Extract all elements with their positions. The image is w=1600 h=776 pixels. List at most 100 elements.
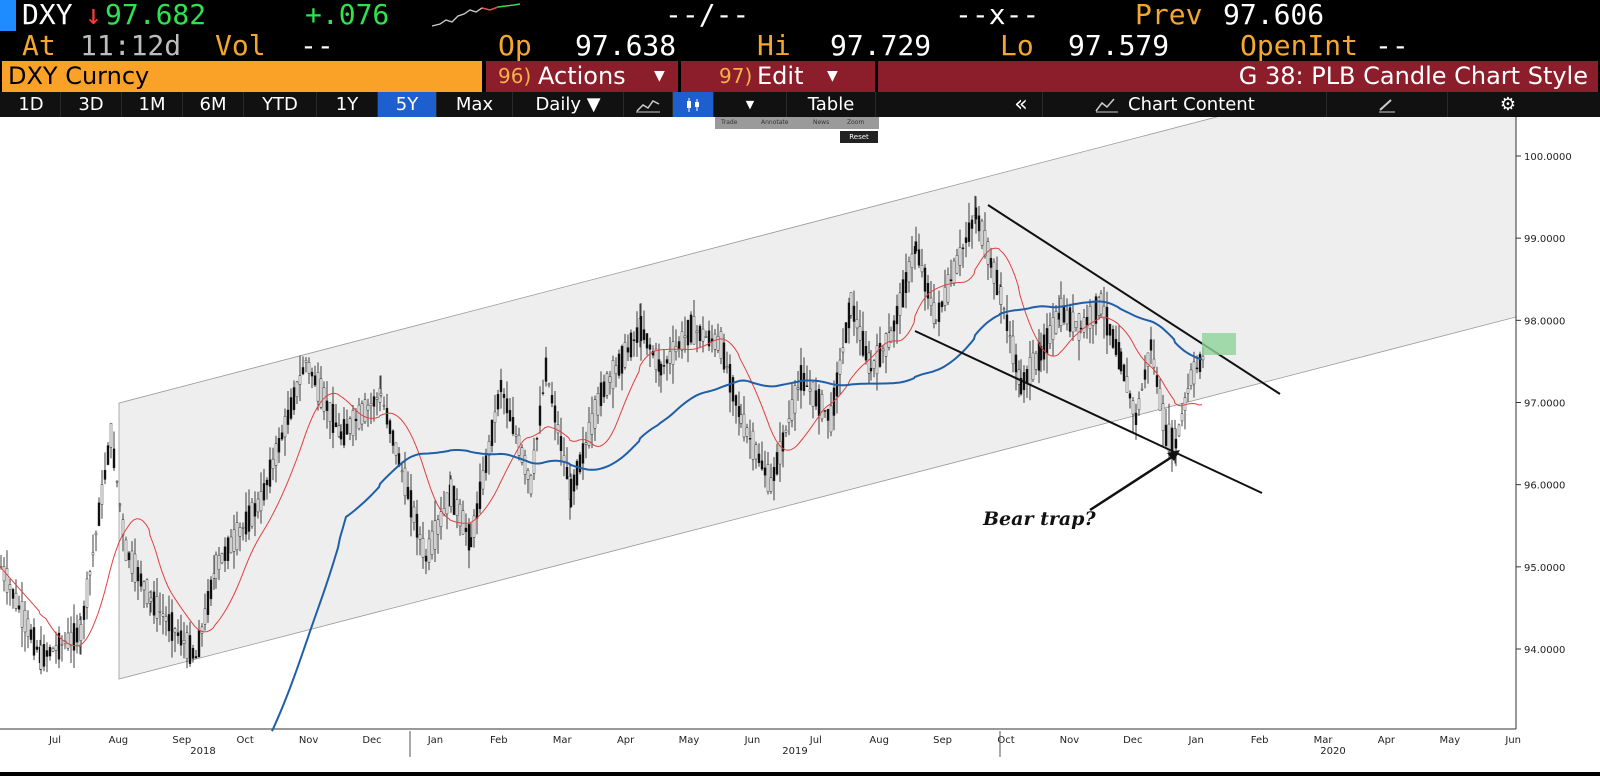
x-month-label: Jul [809,735,822,746]
candle-body [937,302,941,322]
security-field[interactable]: DXY Curncy [2,61,482,92]
collapse-icon[interactable]: « [1014,92,1028,117]
candle-body [1170,427,1174,453]
candle-body [648,344,652,350]
period-1d[interactable]: 1D [2,92,61,117]
candle-body [980,220,984,246]
candle-body [1019,377,1023,395]
candle-body [337,425,341,437]
candle-body [683,335,687,338]
candle-body [889,330,893,343]
candle-body [1039,345,1043,361]
candle-body [707,330,711,347]
candle-body [88,571,92,576]
candle-body [1167,423,1171,452]
candle-body [464,527,468,532]
open-value: 97.638 [575,29,677,62]
candle-body [955,255,959,274]
candle-body [1189,369,1193,386]
candle-body [158,610,162,613]
period-1y[interactable]: 1Y [317,92,378,117]
candle-body [91,552,95,556]
candle-body [964,237,968,243]
candle-body [149,597,153,602]
candle-body [686,320,690,346]
x-month-label: Nov [1060,735,1080,746]
candle-body [698,325,702,342]
candle-body [632,339,636,341]
candle-body [695,330,699,333]
candle-body [1161,403,1165,432]
candle-body [424,555,428,562]
period-5y[interactable]: 5Y [378,92,437,117]
x-month-label: Nov [299,735,319,746]
candle-body [958,247,962,266]
candle-body [914,241,918,252]
candle-body [704,336,708,338]
mini-zoom[interactable]: Zoom [847,119,865,126]
candle-body [875,345,879,375]
edit-pen-icon[interactable] [1327,92,1448,117]
candle-body [802,372,806,391]
period-6m[interactable]: 6M [183,92,244,117]
candle-body [161,613,165,617]
candle-body [1198,354,1202,373]
actions-number: 96) [498,64,532,88]
candle-body [1146,352,1150,367]
candle-body [808,388,812,392]
candle-body [799,365,803,391]
candle-body [1149,339,1153,351]
mini-annotate[interactable]: Annotate [761,119,789,126]
x-year-label: 2018 [190,746,215,757]
candle-body [593,399,597,429]
frequency-select[interactable]: Daily ▼ [513,92,624,117]
candle-body [66,632,70,649]
volume-value: -- [300,29,334,62]
period-max[interactable]: Max [437,92,513,117]
candle-body [20,601,24,628]
candle-body [544,357,548,382]
low-label: Lo [1000,29,1034,62]
period-3d[interactable]: 3D [61,92,122,117]
reset-button[interactable]: Reset [840,131,878,143]
candle-body [847,302,851,329]
x-month-label: Mar [553,735,573,746]
chevron-down-icon[interactable]: ▼ [714,92,787,117]
candle-body [394,442,398,456]
gear-icon[interactable]: ⚙ [1499,94,1517,115]
candle-body [651,351,655,356]
annotation-arrowhead [1167,450,1180,461]
highlight-box [1202,333,1236,355]
edit-menu[interactable]: 97) Edit ▼ [681,61,875,92]
actions-menu[interactable]: 96) Actions ▼ [486,61,678,92]
candle-body [1125,376,1129,393]
candle-body [629,332,633,358]
line-chart-icon[interactable] [624,92,673,117]
open-label: Op [498,29,532,62]
candle-body [170,612,174,641]
candle-body [334,422,338,428]
candle-chart-icon[interactable] [673,92,714,117]
candle-body [742,413,746,438]
candle-body [926,282,930,299]
mini-trade[interactable]: Trade [721,119,738,126]
chevron-down-icon: ▼ [827,68,838,84]
candle-body [179,630,183,646]
candle-body [671,341,675,365]
candle-body [940,301,944,308]
candle-body [274,443,278,466]
chart-content-button[interactable]: Chart Content [1043,92,1327,117]
candle-body [295,381,299,397]
x-month-label: Jun [744,735,761,746]
x-month-label: Oct [237,735,254,746]
down-arrow-icon: ↓ [85,0,102,31]
candle-body [526,470,530,480]
period-ytd[interactable]: YTD [244,92,317,117]
mini-news[interactable]: News [813,119,830,126]
candle-body [304,360,308,363]
table-button[interactable]: Table [787,92,876,117]
candle-body [760,460,764,470]
trend-channel [118,113,1517,680]
period-1m[interactable]: 1M [122,92,183,117]
candles [0,195,1205,675]
